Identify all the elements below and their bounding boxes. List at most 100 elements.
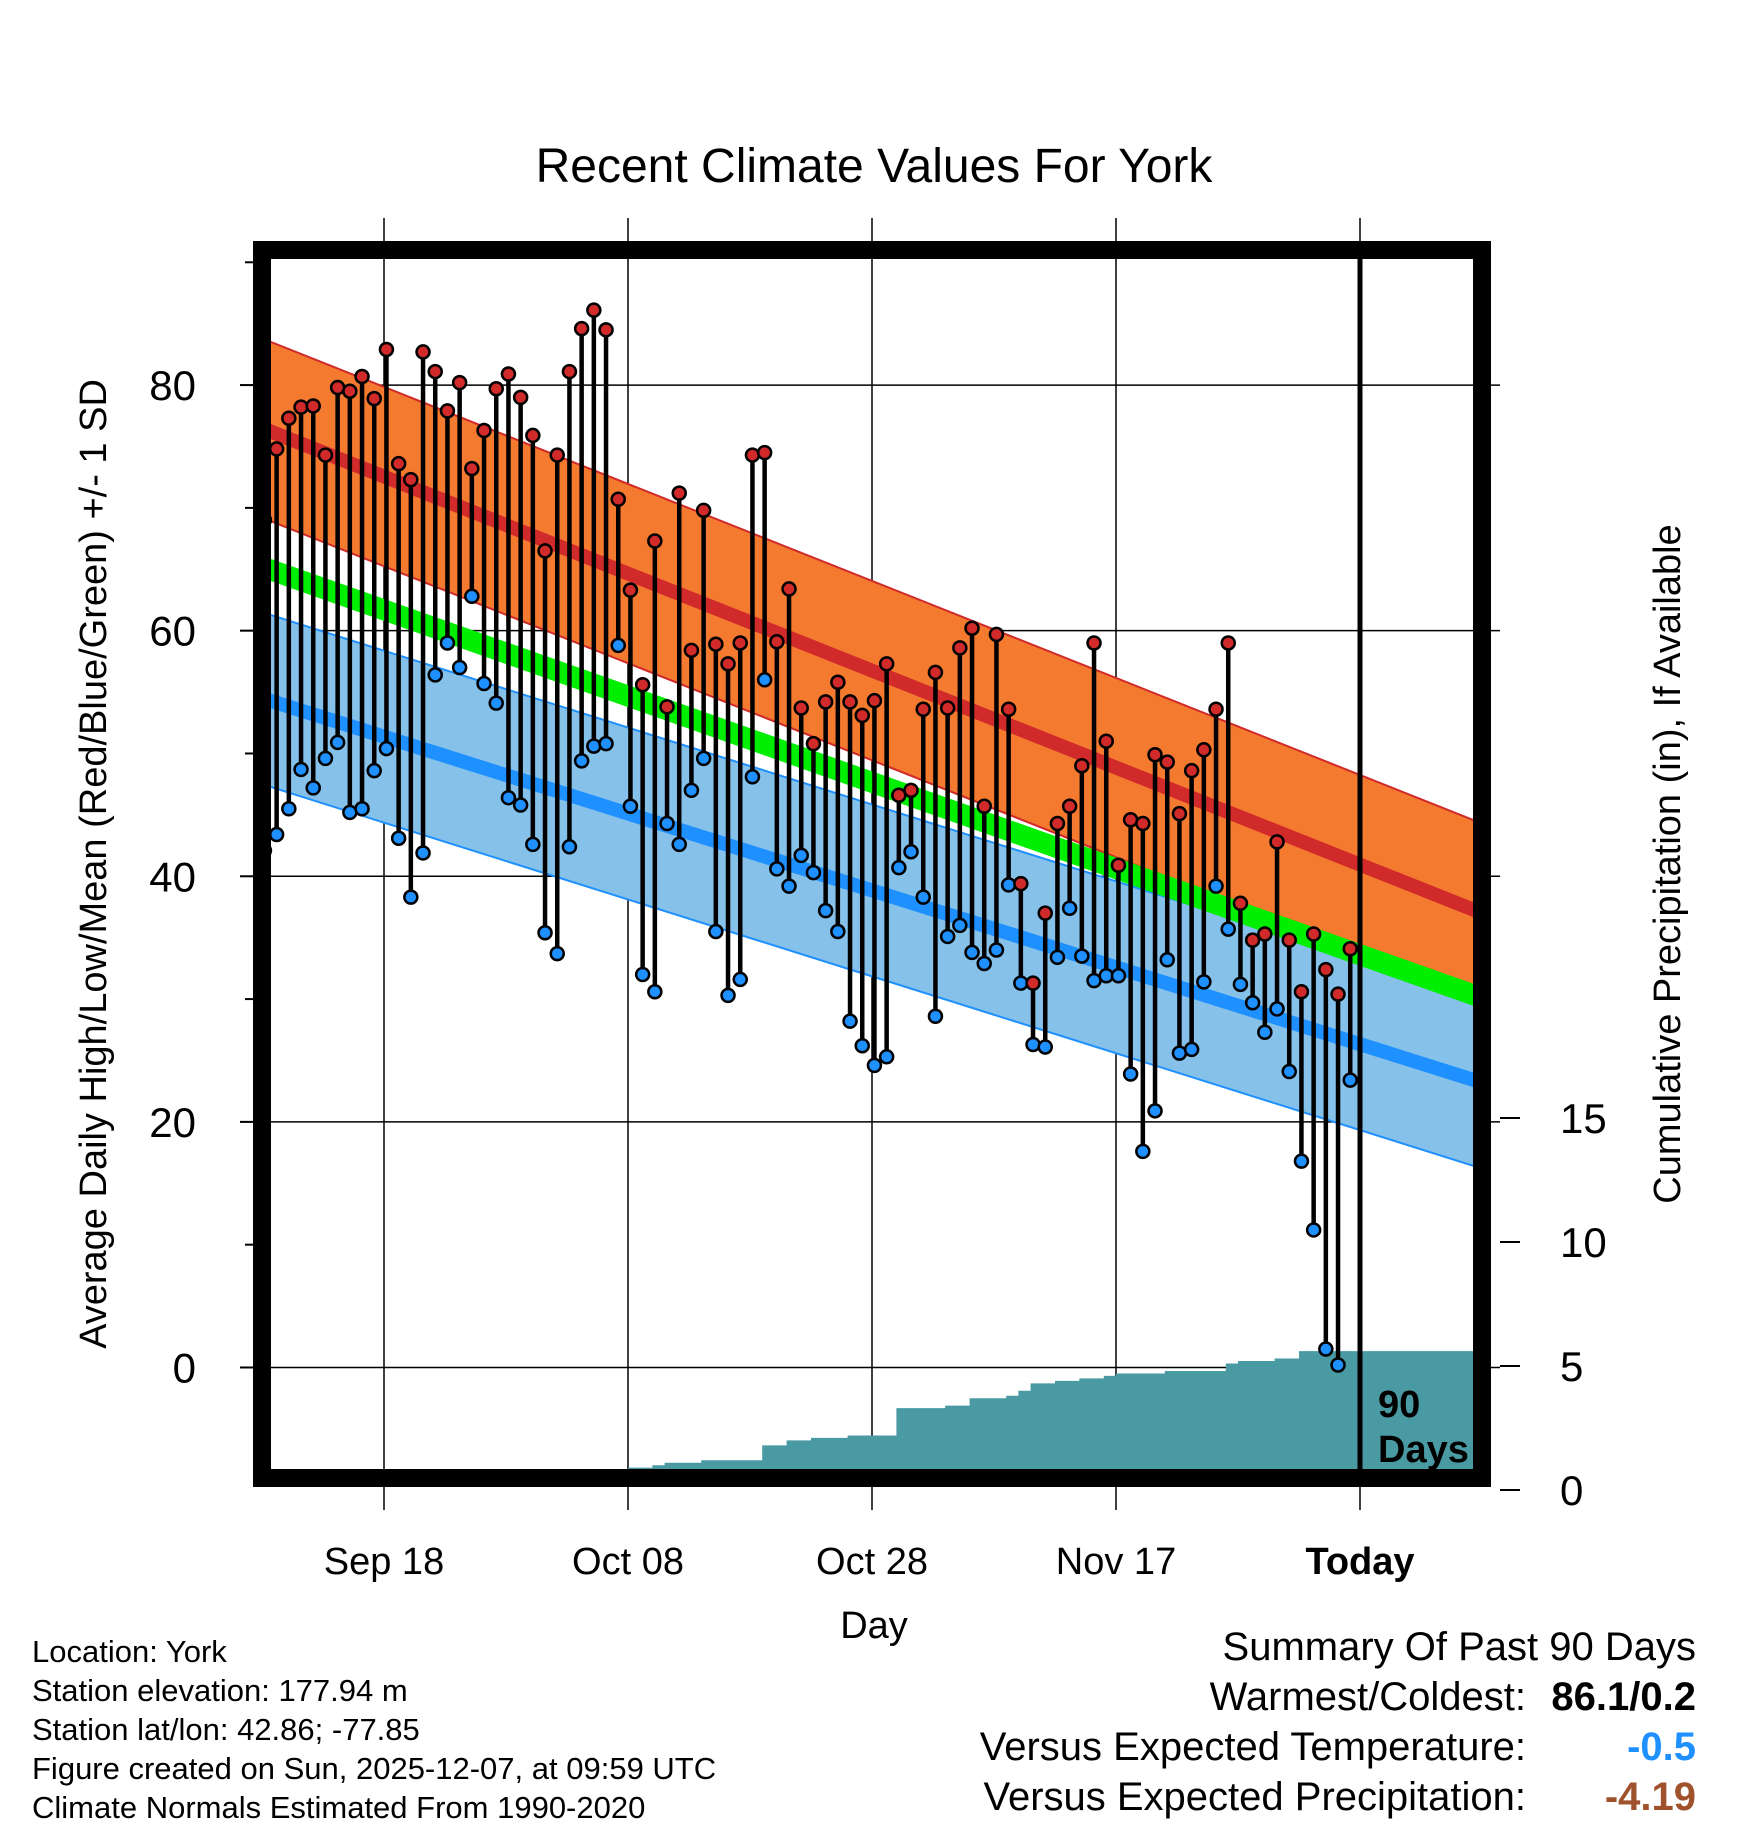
daily-low-point (598, 735, 614, 752)
daily-low-point (1147, 1103, 1163, 1119)
daily-low-point (354, 800, 370, 817)
daily-high-point (390, 455, 407, 472)
daily-high-point (525, 427, 541, 444)
daily-low-point (866, 1057, 883, 1074)
daily-low-point (1135, 1143, 1151, 1160)
daily-low-point (1061, 900, 1078, 916)
summary-precip-row: Versus Expected Precipitation: -4.19 (980, 1772, 1696, 1822)
daily-low-point (830, 923, 846, 940)
daily-low-point (549, 945, 565, 962)
summary-warm-cold-row: Warmest/Coldest: 86.1/0.2 (980, 1672, 1696, 1722)
daily-high-point (1013, 875, 1029, 892)
daily-high-point (671, 485, 687, 501)
daily-high-point (1220, 635, 1236, 651)
daily-high-point (683, 642, 700, 659)
daily-high-point (1147, 746, 1163, 763)
daily-low-point (1342, 1072, 1358, 1088)
daily-low-point (976, 955, 992, 972)
summary-temp-row: Versus Expected Temperature: -0.5 (980, 1722, 1696, 1772)
y-axis-label: Average Daily High/Low/Mean (Red/Blue/Gr… (73, 379, 115, 1349)
daily-high-point (403, 471, 419, 488)
daily-high-point (1244, 932, 1261, 948)
daily-low-point (415, 845, 431, 861)
y-tick-label: 80 (149, 362, 196, 409)
daily-low-point (903, 843, 919, 860)
daily-high-point (1171, 805, 1188, 822)
daily-high-point (854, 707, 870, 724)
daily-low-point (1183, 1041, 1200, 1058)
station-elevation: Station elevation: 177.94 m (32, 1673, 408, 1708)
daily-low-point (1293, 1153, 1310, 1169)
daily-low-point (1110, 967, 1127, 984)
daily-low-point (610, 637, 626, 654)
daily-high-point (964, 620, 980, 636)
daily-high-point (281, 410, 297, 426)
daily-high-point (805, 735, 822, 752)
figure-created: Figure created on Sun, 2025-12-07, at 09… (32, 1751, 717, 1786)
daily-high-point (793, 700, 809, 716)
daily-high-point (915, 701, 931, 718)
daily-low-point (781, 878, 797, 894)
daily-low-point (293, 761, 309, 778)
daily-high-point (476, 422, 492, 439)
daily-high-point (1208, 701, 1224, 718)
daily-high-point (903, 782, 919, 799)
daily-low-point (1232, 976, 1249, 993)
daily-high-point (1049, 815, 1066, 832)
today-days-number: 90 (1378, 1384, 1420, 1426)
daily-high-point (1269, 834, 1285, 850)
daily-high-point (1318, 961, 1334, 978)
precip-vs-expected-label: Versus Expected Precipitation: (983, 1775, 1526, 1819)
daily-high-point (1061, 798, 1078, 815)
daily-low-point (622, 798, 639, 815)
x-tick-label: Oct 08 (572, 1541, 684, 1583)
daily-high-point (268, 441, 285, 457)
axes: 0 20 40 60 80 0 5 10 15 Sep 18 Oct 08 Oct 28 Nov 17 T… (149, 261, 1607, 1583)
low-normal-line (262, 691, 1482, 1090)
x-tick-label: Sep 18 (324, 1541, 444, 1583)
y-tick-label: 40 (149, 853, 196, 900)
daily-high-point (1037, 905, 1053, 921)
daily-high-point (561, 363, 578, 380)
daily-high-point (512, 389, 529, 406)
daily-high-point (573, 320, 590, 337)
daily-high-point (464, 460, 480, 477)
daily-low-point (842, 1013, 858, 1029)
y2-tick-label: 10 (1560, 1219, 1607, 1266)
station-location: Location: York (32, 1634, 227, 1669)
daily-low-point (451, 659, 468, 676)
daily-high-point (598, 322, 614, 338)
daily-low-point (476, 675, 492, 692)
daily-low-point (769, 861, 785, 877)
daily-high-point (781, 581, 797, 597)
daily-low-point (427, 667, 443, 683)
plot-area (262, 302, 1482, 1478)
daily-high-point (659, 699, 675, 715)
daily-low-point (500, 789, 517, 806)
daily-low-point (1330, 1357, 1346, 1373)
daily-low-point (366, 762, 382, 779)
daily-high-point (1232, 895, 1249, 912)
precip-layer (262, 1351, 1482, 1478)
chart-title: Recent Climate Values For York (536, 140, 1214, 193)
daily-high-point (1135, 815, 1151, 832)
daily-high-point (634, 676, 651, 693)
daily-high-point (1257, 926, 1273, 942)
daily-high-point (500, 366, 517, 382)
daily-low-point (1257, 1024, 1273, 1040)
daily-low-point (927, 1008, 944, 1025)
climate-normals-period: Climate Normals Estimated From 1990-2020 (32, 1790, 646, 1825)
daily-low-point (1159, 952, 1175, 968)
daily-low-point (683, 782, 700, 799)
normals-layer (262, 337, 1482, 1170)
daily-low-point (281, 800, 297, 817)
daily-low-point (1049, 949, 1066, 966)
daily-high-point (1305, 926, 1322, 942)
daily-low-point (793, 847, 809, 864)
station-latlon: Station lat/lon: 42.86; -77.85 (32, 1712, 420, 1747)
daily-low-point (1244, 995, 1261, 1011)
daily-low-point (744, 769, 761, 785)
warm-cold-value: 86.1/0.2 (1551, 1675, 1696, 1719)
daily-high-point (1086, 635, 1102, 651)
daily-low-point (671, 836, 687, 853)
